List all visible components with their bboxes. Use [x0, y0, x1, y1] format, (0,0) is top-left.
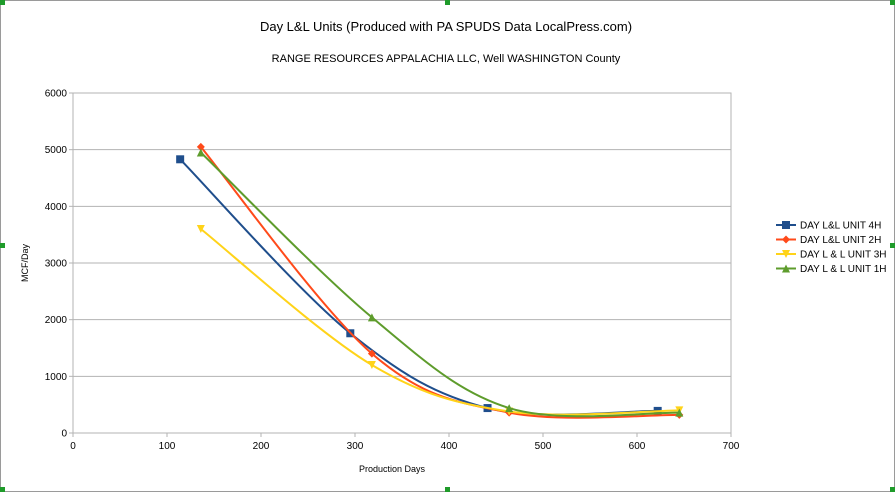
legend-label: DAY L & L UNIT 1H [800, 264, 887, 275]
series-group [176, 142, 684, 419]
x-tick-label: 500 [535, 441, 552, 452]
legend-label: DAY L & L UNIT 3H [800, 250, 887, 261]
legend-item: DAY L&L UNIT 4H [776, 221, 881, 232]
selection-handle-top-center[interactable] [445, 0, 450, 5]
y-tick-label: 3000 [45, 259, 68, 270]
data-point [367, 313, 376, 322]
legend-label: DAY L&L UNIT 2H [800, 235, 881, 246]
data-point [176, 155, 185, 164]
legend-item: DAY L & L UNIT 3H [776, 250, 887, 261]
x-tick-label: 600 [629, 441, 646, 452]
data-point [675, 408, 684, 417]
legend-marker [782, 221, 790, 229]
y-tick-label: 1000 [45, 372, 68, 383]
data-point [367, 349, 376, 358]
y-tick-label: 5000 [45, 145, 68, 156]
legend-marker [782, 235, 790, 244]
series-line [200, 146, 680, 419]
legend-marker [782, 250, 790, 258]
data-point [196, 148, 205, 157]
x-tick-label: 200 [253, 441, 270, 452]
selection-handle-top-left[interactable] [0, 0, 5, 5]
selection-handle-top-right[interactable] [890, 0, 895, 5]
x-axis-ticks: 0 100 200 300 400 500 600 700 [70, 433, 740, 452]
x-tick-label: 300 [347, 441, 364, 452]
x-tick-label: 0 [70, 441, 76, 452]
series-4 [196, 148, 684, 418]
x-axis-title: Production Days [359, 464, 426, 474]
data-point [196, 142, 205, 151]
series-line [200, 151, 680, 418]
legend-item: DAY L&L UNIT 2H [776, 235, 881, 246]
selection-handle-middle-left[interactable] [0, 243, 5, 248]
y-tick-label: 4000 [45, 202, 68, 213]
selection-handle-middle-right[interactable] [890, 243, 895, 248]
legend: DAY L&L UNIT 4H DAY L&L UNIT 2H DAY L & L … [776, 221, 887, 275]
legend-marker [782, 264, 790, 273]
x-tick-label: 400 [441, 441, 458, 452]
chart-title: Day L&L Units (Produced with PA SPUDS Da… [260, 19, 632, 34]
selection-handle-bottom-right[interactable] [890, 487, 895, 492]
selection-handle-bottom-left[interactable] [0, 487, 5, 492]
series-2 [196, 142, 684, 419]
y-axis-title: MCF/Day [20, 244, 30, 282]
y-axis-ticks: 0 1000 2000 3000 4000 5000 6000 [45, 89, 73, 440]
x-tick-label: 700 [723, 441, 740, 452]
series-3 [196, 225, 684, 416]
data-point [367, 361, 376, 369]
x-tick-label: 100 [159, 441, 176, 452]
data-point [196, 225, 205, 233]
y-tick-label: 0 [61, 429, 67, 440]
series-line [200, 228, 680, 416]
legend-label: DAY L&L UNIT 4H [800, 221, 881, 232]
y-tick-label: 6000 [45, 89, 68, 100]
selection-handle-bottom-center[interactable] [445, 487, 450, 492]
chart-subtitle: RANGE RESOURCES APPALACHIA LLC, Well WAS… [272, 53, 621, 65]
legend-item: DAY L & L UNIT 1H [776, 264, 887, 275]
y-tick-label: 2000 [45, 315, 68, 326]
data-point [505, 404, 514, 413]
